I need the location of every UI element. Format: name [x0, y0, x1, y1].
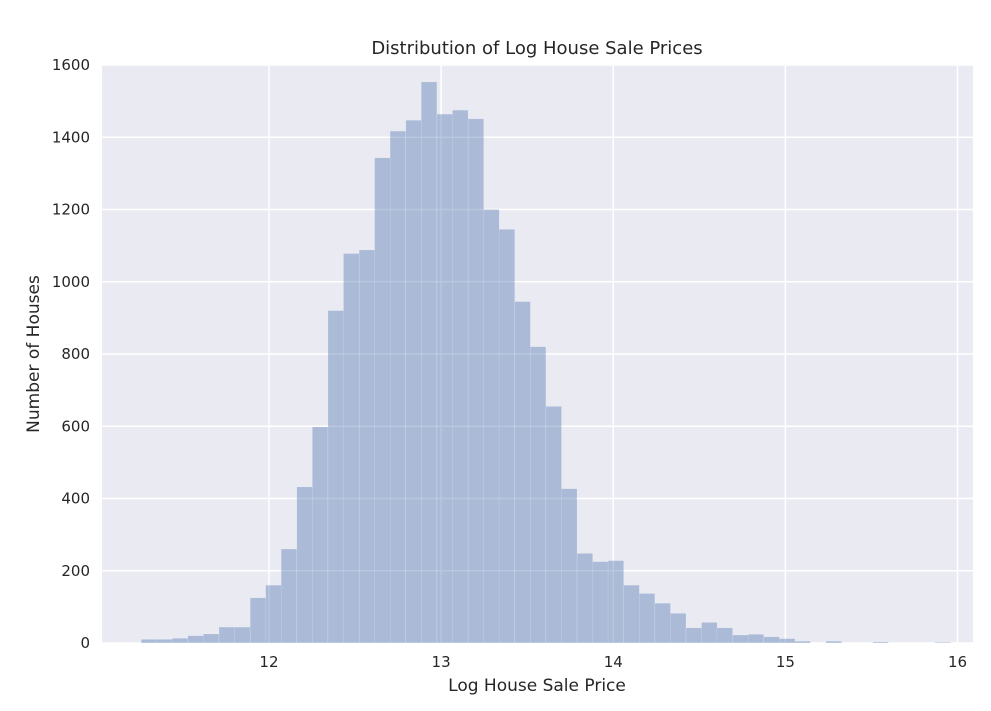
histogram-bar	[561, 488, 578, 644]
y-tick-label: 800	[61, 345, 90, 363]
histogram-bar	[234, 626, 251, 644]
histogram-bar	[436, 113, 453, 644]
histogram-bar	[872, 641, 889, 644]
y-tick-labels: 0 200 400 600 800 1000 1200 1400 1600	[52, 56, 90, 652]
histogram-bar	[576, 553, 593, 644]
histogram-bar	[156, 639, 173, 644]
histogram-bar	[389, 130, 406, 644]
histogram-bar	[794, 640, 811, 644]
histogram-bars	[140, 81, 951, 644]
histogram-bar	[638, 593, 656, 644]
y-tick-label: 1400	[52, 128, 90, 146]
y-tick-label: 200	[61, 562, 90, 580]
histogram-bar	[498, 229, 515, 644]
histogram-bar	[779, 638, 796, 644]
histogram-bar	[327, 310, 344, 644]
histogram-bar	[825, 640, 842, 644]
y-axis-label: Number of Houses	[24, 275, 44, 433]
histogram-bar	[405, 120, 422, 644]
grid-lines	[102, 64, 973, 644]
histogram-bar	[545, 406, 562, 644]
histogram-bar	[249, 597, 267, 644]
histogram-bar	[374, 157, 391, 644]
histogram-bar	[452, 109, 469, 644]
histogram-bar	[623, 584, 640, 644]
y-tick-label: 1200	[52, 201, 90, 219]
x-tick-label: 15	[776, 653, 795, 671]
x-tick-labels: 12 13 14 15 16	[259, 653, 967, 671]
histogram-bar	[358, 249, 375, 644]
histogram-bar	[530, 346, 547, 644]
histogram-bar	[685, 627, 702, 644]
histogram-bar	[265, 584, 282, 644]
histogram-bar	[296, 486, 313, 644]
histogram-bar	[514, 301, 531, 644]
y-tick-label: 0	[80, 634, 90, 652]
y-tick-label: 1600	[52, 56, 90, 74]
y-tick-label: 600	[61, 417, 90, 435]
histogram-bar	[732, 634, 749, 644]
x-tick-label: 12	[259, 653, 278, 671]
histogram-bar	[654, 603, 671, 644]
histogram-bar	[934, 642, 951, 644]
histogram-bar	[747, 634, 765, 644]
histogram-bar	[421, 81, 438, 644]
histogram-bar	[171, 638, 189, 644]
histogram-bar	[483, 209, 500, 644]
histogram-bar	[312, 426, 329, 644]
y-tick-label: 1000	[52, 273, 90, 291]
histogram-bar	[343, 253, 360, 644]
histogram-bar	[467, 118, 484, 644]
histogram-bar	[140, 639, 158, 644]
x-axis-label: Log House Sale Price	[448, 676, 626, 696]
x-tick-label: 13	[432, 653, 451, 671]
chart-title: Distribution of Log House Sale Prices	[371, 38, 702, 59]
histogram-bar	[716, 627, 733, 644]
histogram-bar	[592, 561, 609, 644]
x-tick-label: 14	[604, 653, 623, 671]
histogram-bar	[280, 548, 298, 644]
histogram-bar	[203, 633, 220, 644]
histogram-bar	[218, 626, 235, 644]
histogram-bar	[701, 622, 718, 644]
histogram-bar	[607, 560, 624, 644]
x-tick-label: 16	[948, 653, 967, 671]
histogram-bar	[763, 636, 780, 644]
histogram-bar	[187, 635, 204, 644]
y-tick-label: 400	[61, 490, 90, 508]
histogram-bar	[670, 613, 687, 644]
